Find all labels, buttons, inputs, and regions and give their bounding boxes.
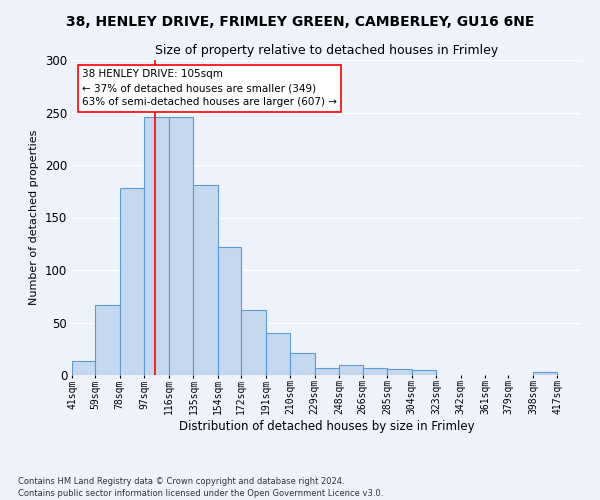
Bar (145, 116, 169, 375)
Bar (315, 368, 339, 375)
Bar (95, 304, 120, 375)
Title: Size of property relative to detached houses in Frimley: Size of property relative to detached ho… (155, 44, 499, 58)
Bar (193, 185, 218, 375)
Bar (533, 372, 557, 375)
Y-axis label: Number of detached properties: Number of detached properties (29, 130, 40, 305)
X-axis label: Distribution of detached houses by size in Frimley: Distribution of detached houses by size … (179, 420, 475, 433)
Bar (339, 364, 362, 375)
Bar (218, 247, 241, 375)
Text: 38, HENLEY DRIVE, FRIMLEY GREEN, CAMBERLEY, GU16 6NE: 38, HENLEY DRIVE, FRIMLEY GREEN, CAMBERL… (66, 15, 534, 29)
Bar (412, 370, 436, 375)
Bar (120, 188, 145, 375)
Bar (387, 368, 412, 375)
Bar (290, 353, 315, 375)
Bar (362, 368, 387, 375)
Bar (241, 310, 266, 375)
Bar (169, 116, 193, 375)
Text: 38 HENLEY DRIVE: 105sqm
← 37% of detached houses are smaller (349)
63% of semi-d: 38 HENLEY DRIVE: 105sqm ← 37% of detache… (82, 70, 337, 108)
Text: Contains HM Land Registry data © Crown copyright and database right 2024.
Contai: Contains HM Land Registry data © Crown c… (18, 476, 383, 498)
Bar (266, 333, 290, 375)
Bar (72, 362, 95, 375)
